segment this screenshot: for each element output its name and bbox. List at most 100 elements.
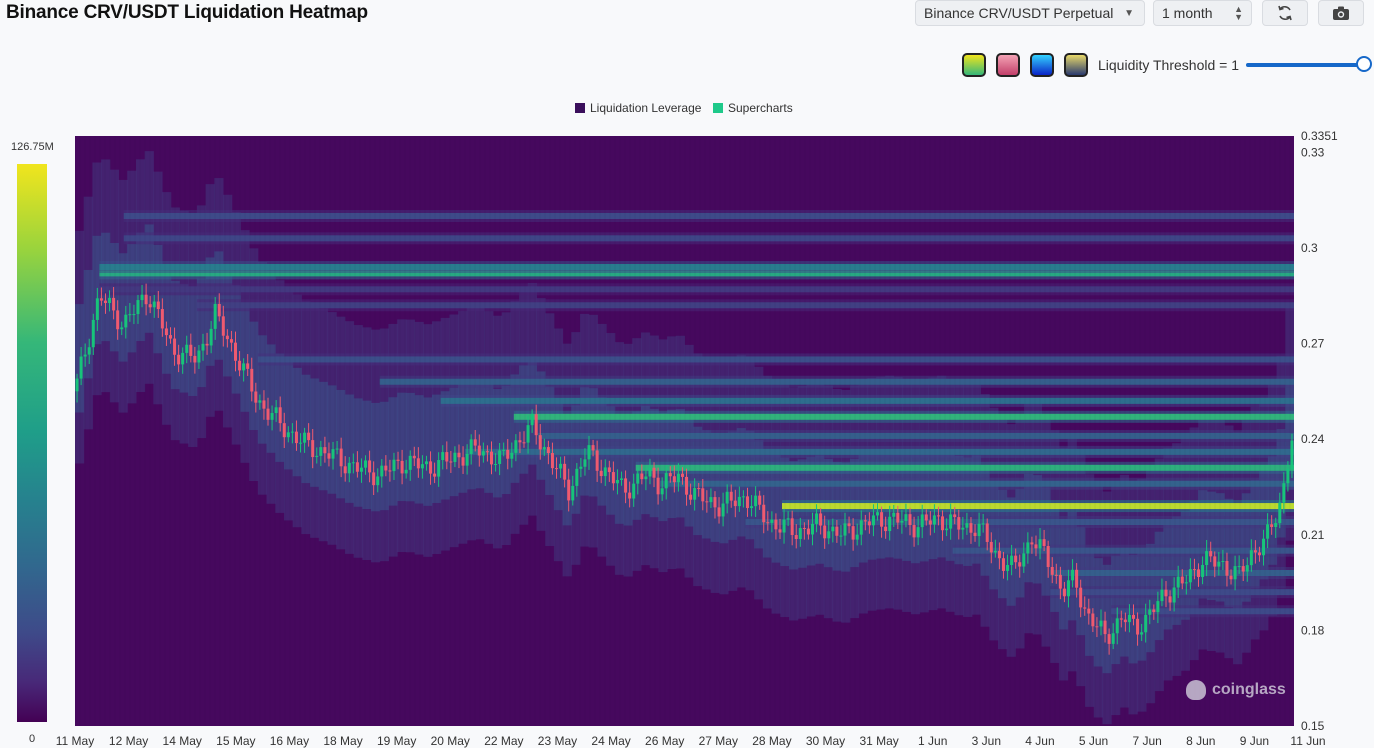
liquidation-band	[196, 302, 1294, 309]
colorbar-max-label: 126.75M	[11, 141, 54, 153]
threshold-slider-handle[interactable]	[1356, 56, 1372, 72]
candle-body	[892, 512, 896, 517]
candle-body	[997, 550, 1001, 559]
candle-body	[266, 408, 270, 420]
candle-body	[193, 355, 197, 363]
candle-body	[1103, 620, 1107, 635]
color-scheme-jet[interactable]	[1030, 53, 1054, 77]
color-scheme-rose[interactable]	[996, 53, 1020, 77]
candle-body	[445, 452, 449, 462]
heatmap-cell	[414, 395, 424, 504]
candle-body	[368, 460, 372, 473]
candle-body	[311, 440, 315, 458]
x-tick-label: 24 May	[591, 734, 630, 748]
candle-body	[1180, 576, 1184, 584]
candle-body	[607, 467, 611, 473]
candle-body	[1030, 542, 1034, 545]
candle-body	[258, 400, 262, 403]
candle-body	[526, 425, 530, 443]
candle-body	[876, 512, 880, 516]
candle-body	[766, 522, 770, 524]
candle-body	[286, 432, 290, 438]
legend-item-supercharts[interactable]: Supercharts	[713, 101, 793, 115]
candle-body	[709, 497, 713, 503]
liquidation-band	[635, 464, 1294, 471]
heatmap-cell	[223, 268, 233, 377]
heatmap-cell	[458, 384, 468, 493]
candle-body	[376, 476, 380, 486]
x-tick-label: 3 Jun	[972, 734, 1001, 748]
candle-body	[469, 439, 473, 454]
legend-swatch	[713, 103, 723, 113]
candle-body	[603, 467, 607, 477]
candle-body	[91, 319, 95, 348]
candle-body	[656, 477, 660, 495]
candle-body	[213, 303, 217, 329]
candle-body	[750, 506, 754, 509]
candle-body	[843, 523, 847, 536]
candle-body	[1099, 620, 1103, 627]
candle-body	[977, 523, 981, 537]
candle-body	[571, 485, 575, 501]
candle-body	[1071, 569, 1075, 581]
screenshot-button[interactable]	[1318, 0, 1364, 26]
candle-body	[1221, 561, 1225, 563]
candle-body	[351, 462, 355, 464]
range-select[interactable]: 1 month ▲ ▼	[1153, 0, 1252, 26]
x-tick-label: 18 May	[323, 734, 362, 748]
legend-item-liquidation-leverage[interactable]: Liquidation Leverage	[575, 101, 701, 115]
candle-body	[965, 523, 969, 528]
candle-body	[290, 431, 294, 433]
color-scheme-cividis[interactable]	[1064, 53, 1088, 77]
liquidation-band	[99, 286, 1294, 293]
candle-body	[1290, 440, 1294, 470]
colorbar-min-label: 0	[29, 733, 36, 745]
candle-body	[1209, 551, 1213, 557]
candle-body	[1225, 561, 1229, 576]
liquidation-band	[1050, 589, 1294, 596]
refresh-icon	[1278, 5, 1292, 21]
liquidation-band	[660, 480, 1294, 487]
candle-body	[124, 314, 128, 328]
candle-body	[1229, 575, 1233, 580]
x-tick-label: 15 May	[216, 734, 255, 748]
heatmap-cell	[562, 416, 572, 526]
liquidation-band	[379, 378, 1294, 385]
refresh-button[interactable]	[1262, 0, 1308, 26]
candle-body	[847, 523, 851, 527]
candle-body	[884, 526, 888, 532]
candle-body	[648, 467, 652, 477]
candle-body	[754, 495, 758, 507]
heatmap-cell	[431, 394, 442, 503]
liquidation-band	[99, 264, 1294, 271]
candle-body	[839, 535, 843, 537]
candle-body	[83, 354, 87, 357]
candle-body	[676, 473, 680, 483]
candle-body	[737, 496, 741, 507]
heatmap-cell	[397, 392, 407, 502]
candle-body	[1046, 545, 1050, 567]
color-scheme-viridis[interactable]	[962, 53, 986, 77]
candle-body	[546, 447, 550, 454]
candle-body	[668, 473, 672, 477]
candle-body	[485, 451, 489, 453]
candle-body	[672, 476, 676, 483]
heatmap-cell	[1250, 480, 1260, 589]
y-tick-label: 0.27	[1301, 337, 1325, 351]
candle-body	[250, 368, 254, 392]
threshold-slider[interactable]	[1246, 63, 1364, 67]
heatmap-cell	[640, 405, 651, 515]
heatmap-cell	[327, 385, 337, 494]
candle-body	[1038, 539, 1042, 549]
candle-body	[640, 473, 644, 480]
threshold-label: Liquidity Threshold = 1	[1098, 57, 1239, 73]
candle-body	[282, 423, 286, 438]
candle-body	[721, 503, 725, 517]
heatmap-cell	[571, 405, 581, 514]
pair-select[interactable]: Binance CRV/USDT Perpetual ▼	[915, 0, 1145, 26]
heatmap-cell	[249, 321, 259, 431]
candle-body	[315, 455, 319, 458]
candle-body	[693, 488, 697, 500]
candle-body	[388, 470, 392, 472]
